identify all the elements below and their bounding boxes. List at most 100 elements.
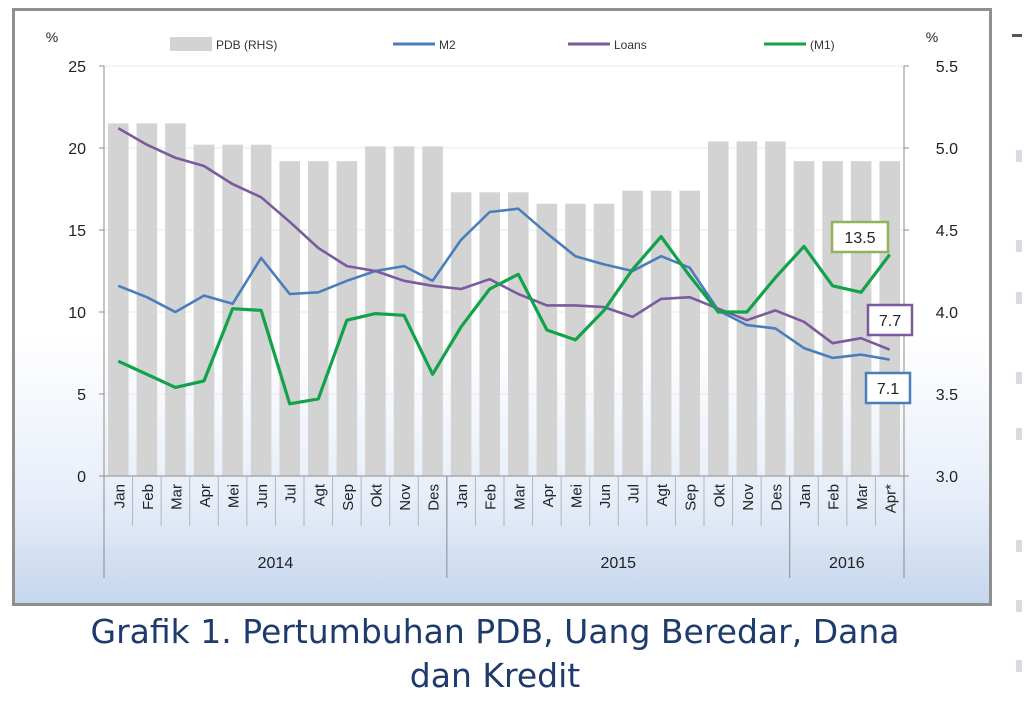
pdb-bar [822, 161, 843, 476]
series-lines [117, 127, 891, 406]
month-tick-label: Jan [111, 484, 128, 508]
series-line-m2 [117, 207, 890, 361]
year-label: 2015 [600, 555, 636, 572]
left-axis-ticks: 0 5 10 15 20 25 [68, 59, 104, 486]
month-tick-label: Agt [311, 483, 328, 506]
year-labels: 2014 2015 2016 [103, 476, 905, 578]
left-tick-label: 10 [68, 305, 86, 322]
left-axis-unit: % [46, 29, 58, 45]
end-label-box [830, 220, 890, 254]
pdb-bar [622, 190, 643, 476]
month-tick-label: Apr* [883, 484, 900, 513]
month-tick-label: Jan [454, 484, 471, 508]
month-tick-label: Jul [626, 484, 643, 503]
month-tick-label: Jul [283, 484, 300, 503]
pdb-bar [136, 123, 158, 477]
end-label-value: 7.1 [877, 381, 899, 398]
crop-mark [1016, 540, 1022, 552]
pdb-bar [165, 123, 186, 477]
end-label-value: 7.7 [879, 313, 901, 330]
pdb-bar [336, 161, 358, 476]
crop-mark [1016, 660, 1022, 672]
right-tick-label: 4.5 [936, 223, 958, 240]
pdb-bar [593, 203, 615, 476]
month-tick-label: Sep [683, 484, 700, 511]
end-label-box [864, 371, 912, 405]
legend-pdb-swatch [170, 37, 212, 51]
end-label-value: 13.5 [844, 230, 875, 247]
crop-mark [1012, 34, 1022, 37]
pdb-bar [393, 146, 415, 477]
right-tick-label: 4.0 [936, 305, 958, 322]
pdb-bar [508, 192, 529, 476]
right-tick-label: 5.0 [936, 141, 958, 158]
pdb-bar [650, 190, 672, 476]
left-tick-label: 25 [68, 59, 86, 76]
crop-mark [1016, 600, 1022, 612]
month-tick-label: Jun [254, 484, 271, 508]
month-tick-label: Mei [226, 484, 243, 508]
pdb-bar [308, 161, 329, 476]
month-tick-label: Mar [168, 484, 185, 510]
month-tick-label: Apr [540, 484, 557, 507]
month-tick-label: Apr [197, 484, 214, 507]
end-labels: 13.5 7.7 7.1 [830, 220, 914, 405]
month-tick-label: Jun [597, 484, 614, 508]
month-tick-label: Feb [140, 484, 157, 510]
month-tick-label: Okt [711, 483, 728, 507]
month-tick-labels: Jan Feb Mar Apr Mei Jun Jul Agt Sep Okt Nov Des Jan F… [103, 476, 900, 526]
legend-pdb-label: PDB (RHS) [216, 38, 277, 52]
crop-mark [1016, 150, 1022, 162]
crop-mark [1016, 428, 1022, 440]
left-tick-label: 0 [77, 469, 86, 486]
right-axis-ticks: 3.0 3.5 4.0 4.5 5.0 5.5 [904, 59, 958, 486]
series-line-loans [117, 127, 891, 351]
month-tick-label: Sep [340, 484, 357, 511]
right-tick-label: 3.5 [936, 387, 958, 404]
right-tick-label: 5.5 [936, 59, 958, 76]
month-tick-label: Nov [397, 484, 414, 511]
month-tick-label: Mar [854, 484, 871, 510]
pdb-bar [422, 146, 443, 477]
left-tick-label: 5 [77, 387, 86, 404]
year-label: 2016 [829, 555, 865, 572]
right-axis-unit: % [926, 29, 938, 45]
month-tick-label: Des [768, 484, 785, 511]
crop-mark [1016, 240, 1022, 252]
left-tick-label: 15 [68, 223, 86, 240]
month-tick-label: Nov [740, 484, 757, 511]
crop-mark [1016, 292, 1022, 304]
legend-m2-label: M2 [439, 38, 456, 52]
legend-loans-label: Loans [614, 38, 647, 52]
month-tick-label: Okt [368, 483, 385, 507]
month-tick-label: Agt [654, 483, 671, 506]
legend: PDB (RHS) M2 Loans (M1) [170, 37, 835, 52]
pdb-bar [736, 141, 758, 476]
pdb-bars [108, 123, 900, 477]
left-tick-label: 20 [68, 141, 86, 158]
month-tick-label: Feb [826, 484, 843, 510]
end-label-box [866, 303, 914, 337]
pdb-bar [365, 146, 386, 477]
right-tick-label: 3.0 [936, 469, 958, 486]
chart-caption-line-1: Grafik 1. Pertumbuhan PDB, Uang Beredar,… [90, 612, 900, 651]
chart-caption-line-2: dan Kredit [409, 656, 581, 695]
pdb-bar [279, 161, 300, 476]
month-tick-label: Jan [797, 484, 814, 508]
pdb-bar [450, 192, 472, 476]
pdb-bar [108, 123, 129, 477]
year-label: 2014 [258, 555, 294, 572]
month-tick-label: Des [426, 484, 443, 511]
pdb-bar [536, 203, 558, 476]
month-tick-label: Mar [511, 484, 528, 510]
pdb-bar [679, 190, 700, 476]
legend-m1-label: (M1) [810, 38, 835, 52]
pdb-bar [479, 192, 500, 476]
month-tick-label: Feb [483, 484, 500, 510]
pdb-bar [793, 161, 815, 476]
series-line-m1 [117, 235, 891, 406]
pdb-bar [765, 141, 786, 476]
cropped-right-edge [1000, 0, 1024, 709]
crop-mark [1016, 372, 1022, 384]
